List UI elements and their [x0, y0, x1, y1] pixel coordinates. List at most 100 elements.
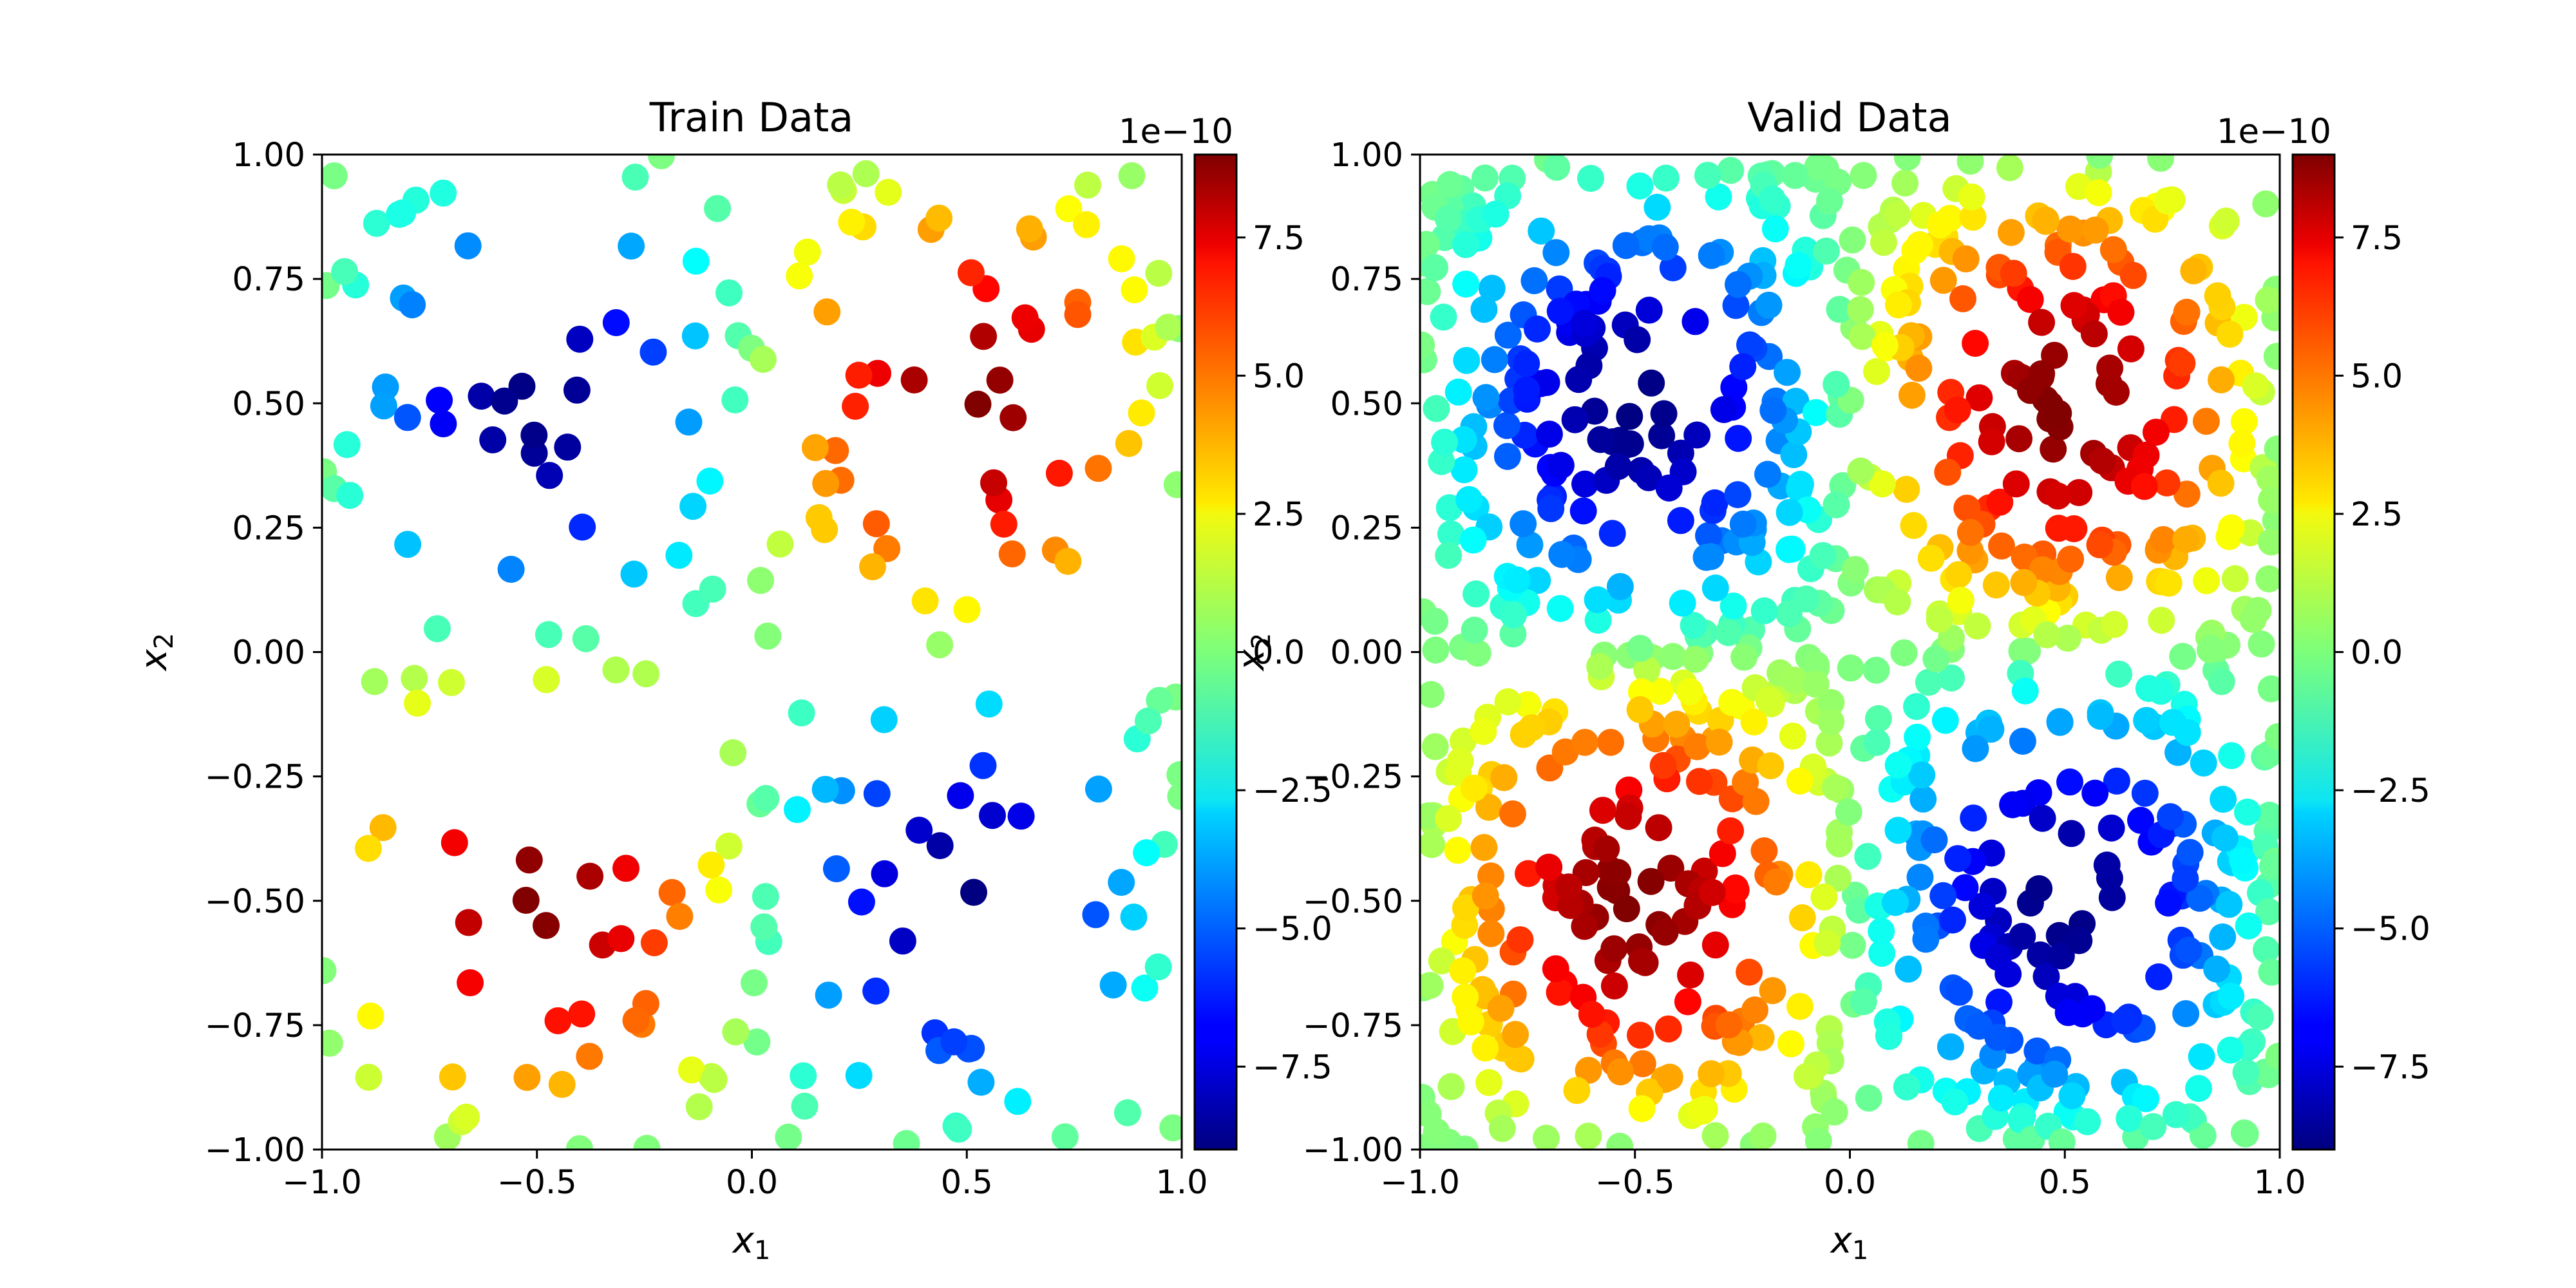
train-point — [533, 912, 560, 940]
valid-point — [1481, 346, 1508, 374]
valid-point — [1952, 245, 1980, 272]
train-point — [426, 386, 453, 414]
valid-point — [1821, 1098, 1848, 1126]
valid-point — [1444, 837, 1472, 864]
valid-point — [1729, 353, 1757, 381]
valid-point — [2212, 207, 2240, 235]
train-point — [791, 1092, 819, 1120]
valid-point — [2032, 206, 2060, 234]
train-point — [394, 531, 422, 558]
valid-point — [2096, 354, 2124, 382]
valid-point — [2058, 820, 2085, 848]
valid-point — [1516, 531, 1544, 558]
valid-point — [1472, 882, 1499, 910]
valid-point — [1615, 802, 1642, 830]
train-colorbar-tick-label: 2.5 — [1253, 496, 1305, 534]
valid-point — [1698, 242, 1725, 269]
valid-point — [1598, 520, 1626, 547]
train-point — [875, 178, 902, 206]
train-point — [793, 238, 821, 266]
valid-point — [1730, 643, 1758, 671]
valid-point — [1804, 155, 1832, 180]
valid-point — [1705, 183, 1732, 211]
train-point — [811, 775, 839, 803]
valid-point — [2257, 675, 2280, 703]
train-point — [905, 817, 933, 844]
valid-point — [2147, 155, 2174, 172]
train-point — [926, 631, 954, 659]
valid-point — [1535, 421, 1563, 448]
train-point — [658, 878, 686, 906]
valid-point — [1912, 925, 1940, 953]
valid-point — [2033, 621, 2061, 649]
valid-point — [1542, 955, 1569, 983]
valid-point — [1546, 594, 1574, 622]
valid-point — [2081, 779, 2109, 807]
train-point — [1145, 260, 1173, 287]
train-point — [704, 194, 731, 222]
valid-point — [1542, 239, 1570, 267]
valid-point — [2054, 625, 2081, 652]
valid-point — [2010, 569, 2038, 596]
valid-point — [1893, 475, 1920, 503]
valid-point — [1755, 687, 1783, 714]
train-point — [862, 977, 890, 1005]
train-point — [1108, 869, 1135, 896]
train-point — [747, 567, 774, 594]
train-xtick-label: 0.0 — [726, 1164, 778, 1202]
valid-point — [2145, 963, 2173, 990]
train-point — [322, 1029, 343, 1057]
train-point — [975, 690, 1003, 718]
valid-point — [1958, 183, 1985, 211]
train-point — [1016, 215, 1043, 243]
valid-point — [1654, 1015, 1682, 1043]
valid-colorbar-tick-label: −2.5 — [2351, 772, 2430, 810]
valid-point — [1847, 457, 1875, 485]
train-point — [926, 832, 954, 860]
valid-point — [2246, 1003, 2274, 1031]
valid-point — [1717, 156, 1745, 184]
valid-point — [1655, 474, 1683, 502]
train-point — [889, 927, 916, 955]
train-point — [1082, 901, 1110, 929]
valid-point — [1449, 727, 1477, 755]
train-point — [632, 660, 660, 688]
train-point — [838, 209, 866, 236]
valid-point — [1722, 876, 1750, 904]
valid-point — [1774, 359, 1801, 386]
valid-point — [2093, 851, 2121, 879]
valid-point — [1683, 733, 1711, 761]
valid-point — [2193, 567, 2221, 594]
valid-point — [1994, 960, 2022, 988]
train-point — [468, 383, 495, 410]
valid-point — [1493, 412, 1520, 439]
valid-point — [2229, 846, 2257, 874]
valid-point — [1461, 616, 1488, 644]
valid-point — [1884, 817, 1912, 844]
valid-point — [1487, 994, 1515, 1022]
valid-point — [2060, 292, 2088, 319]
train-point — [430, 410, 457, 438]
train-point — [1108, 245, 1135, 272]
valid-point — [1659, 643, 1687, 670]
train-point — [969, 752, 997, 779]
valid-point — [1446, 747, 1474, 775]
valid-point — [2014, 638, 2041, 665]
train-ytick-label: −0.75 — [205, 1007, 305, 1045]
valid-point — [2101, 611, 2128, 638]
train-point — [1133, 839, 1160, 867]
valid-point — [1884, 752, 1912, 779]
valid-point — [2142, 419, 2170, 446]
train-point — [1135, 707, 1162, 735]
valid-point — [1941, 1088, 1969, 1115]
valid-point — [1528, 217, 1555, 245]
valid-point — [1817, 708, 1845, 735]
valid-point — [1759, 977, 1786, 1005]
valid-point — [1814, 929, 1841, 957]
valid-point — [1543, 155, 1571, 181]
valid-point — [1862, 656, 1890, 684]
train-point — [1051, 1123, 1079, 1150]
valid-point — [1515, 860, 1542, 887]
valid-point — [1985, 989, 2012, 1016]
train-ytick-label: 0.50 — [232, 385, 305, 423]
